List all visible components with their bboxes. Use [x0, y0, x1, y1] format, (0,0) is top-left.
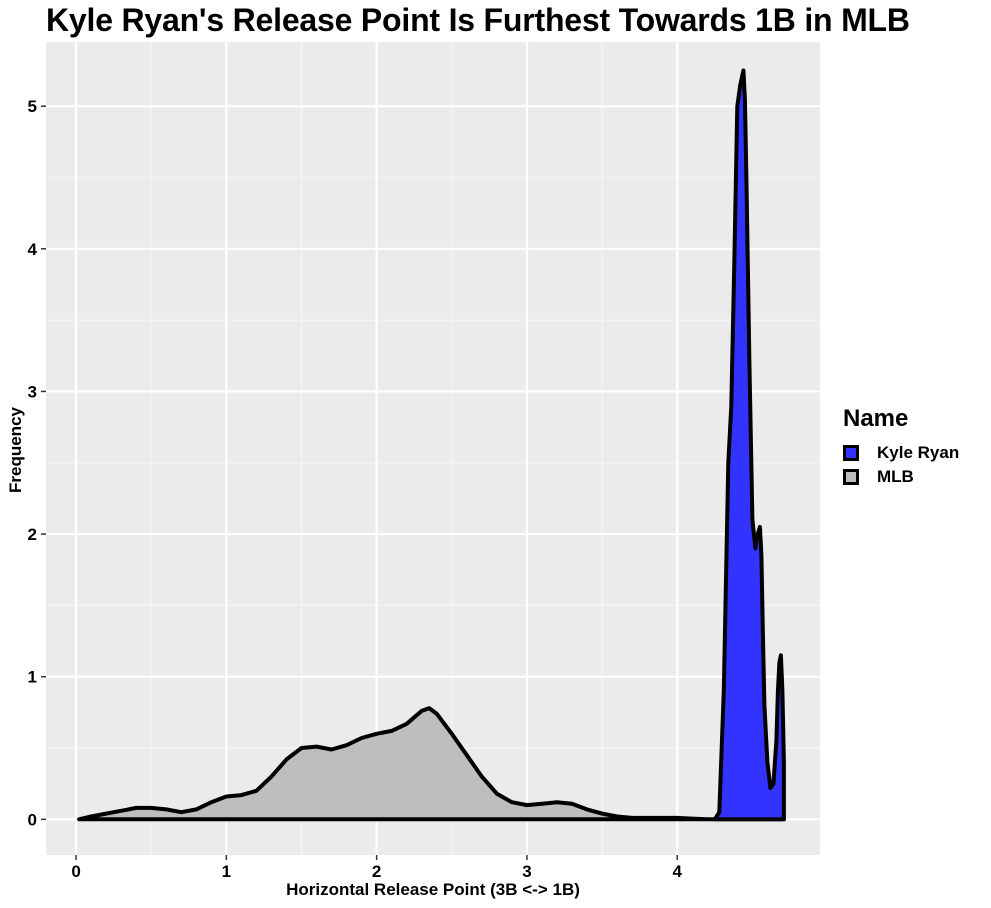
chart-title: Kyle Ryan's Release Point Is Furthest To… [46, 2, 910, 38]
y-tick-label: 3 [28, 382, 37, 401]
legend-item-mlb: MLB [843, 465, 959, 489]
y-tick-label: 1 [28, 668, 37, 687]
legend-key-kyle-ryan [843, 445, 859, 461]
legend-title: Name [843, 405, 909, 432]
x-axis-label: Horizontal Release Point (3B <-> 1B) [286, 880, 580, 899]
legend-label-kyle-ryan: Kyle Ryan [877, 443, 960, 462]
legend: Name Kyle Ryan MLB [843, 405, 959, 489]
legend-label-mlb: MLB [877, 467, 914, 486]
x-tick-label: 0 [71, 862, 80, 881]
legend-key-mlb [843, 469, 859, 485]
y-tick-label: 5 [28, 97, 37, 116]
axis-ticks: 0 1 2 3 4 0 1 2 3 4 5 [28, 97, 683, 881]
y-tick-label: 0 [28, 810, 37, 829]
x-tick-label: 3 [522, 862, 531, 881]
series-layer [77, 68, 786, 822]
x-tick-label: 2 [372, 862, 381, 881]
legend-item-kyle-ryan: Kyle Ryan [843, 441, 959, 465]
y-axis-label: Frequency [6, 407, 25, 493]
x-tick-label: 4 [672, 862, 682, 881]
y-tick-label: 4 [28, 240, 38, 259]
density-area-kyle-ryan [712, 68, 786, 822]
y-tick-label: 2 [28, 525, 37, 544]
grid-minor [46, 42, 820, 855]
x-tick-label: 1 [222, 862, 231, 881]
density-area-mlb [77, 706, 786, 822]
